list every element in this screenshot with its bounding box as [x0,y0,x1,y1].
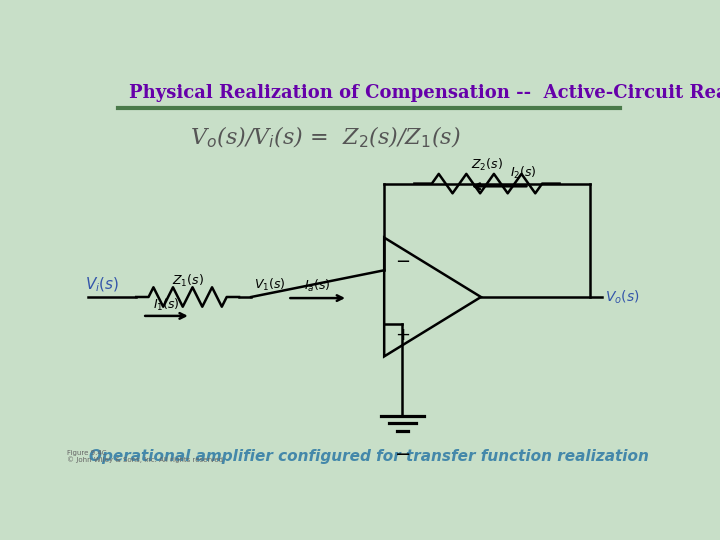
Text: $I_a(s)$: $I_a(s)$ [305,278,331,294]
Text: $I_2(s)$: $I_2(s)$ [510,165,536,181]
Text: Physical Realization of Compensation --  Active-Circuit Realization: Physical Realization of Compensation -- … [129,84,720,102]
Text: $I_1(s)$: $I_1(s)$ [153,297,180,313]
Text: $Z_2(s)$: $Z_2(s)$ [471,157,503,173]
Text: $-$: $-$ [395,443,410,462]
Text: $V_1(s)$: $V_1(s)$ [254,277,286,293]
Text: $+$: $+$ [395,326,410,345]
Text: $V_i(s)$: $V_i(s)$ [85,276,119,294]
Text: Operational amplifier configured for transfer function realization: Operational amplifier configured for tra… [89,449,649,464]
Text: Figure 9.4C
© John Wiley & Sons, Inc. All rights reserved: Figure 9.4C © John Wiley & Sons, Inc. Al… [67,449,222,463]
Text: $-$: $-$ [395,251,410,268]
Text: V$_o$(s)/V$_i$(s) =  Z$_2$(s)/Z$_1$(s): V$_o$(s)/V$_i$(s) = Z$_2$(s)/Z$_1$(s) [190,125,462,150]
Text: $V_o(s)$: $V_o(s)$ [605,288,639,306]
Text: $Z_1(s)$: $Z_1(s)$ [171,273,204,289]
